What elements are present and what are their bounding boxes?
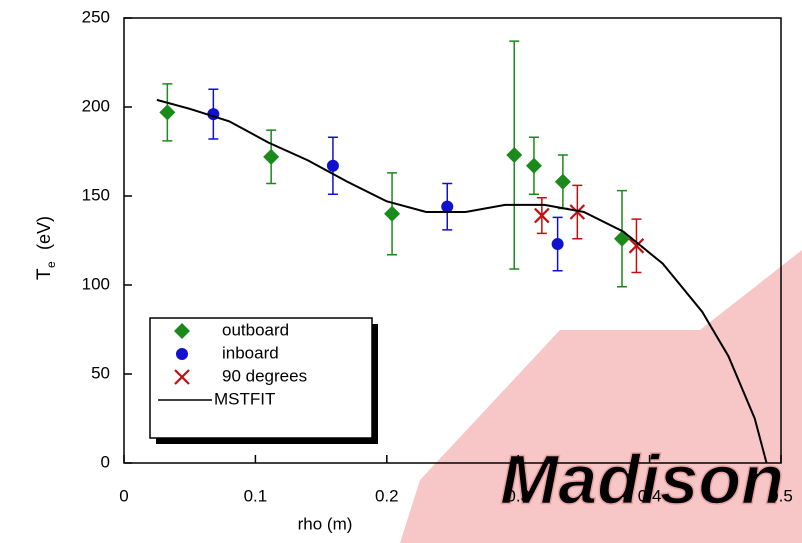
diamond-marker — [506, 147, 523, 164]
y-label-main: T — [34, 268, 55, 280]
x-tick-label: 0.5 — [769, 486, 793, 505]
x-tick-label: 0.1 — [244, 486, 268, 505]
x-marker — [569, 204, 586, 220]
legend-label: inboard — [222, 343, 279, 362]
circle-marker — [326, 159, 339, 172]
legend-box — [149, 317, 373, 439]
x-tick-label: 0 — [119, 486, 128, 505]
diamond-marker — [614, 230, 631, 247]
diamond-marker — [384, 205, 401, 222]
x-tick-label: 0.3 — [506, 486, 530, 505]
y-tick-label: 150 — [82, 185, 110, 204]
plot-frame — [123, 17, 782, 464]
logo-shape — [400, 250, 802, 543]
legend-label: outboard — [222, 320, 289, 339]
y-tick-label: 50 — [91, 363, 110, 382]
circle-marker — [551, 238, 564, 251]
legend-label: 90 degrees — [222, 366, 307, 385]
diamond-marker — [174, 323, 190, 339]
watermark-text: Madison — [500, 440, 784, 518]
x-marker — [174, 369, 190, 385]
x-axis-label: rho (m) — [298, 514, 353, 533]
fit-line — [156, 98, 768, 464]
circle-marker — [176, 348, 188, 360]
x-tick-label: 0.4 — [638, 486, 662, 505]
y-axis-label: T e (eV) — [34, 216, 58, 280]
diamond-marker — [525, 157, 542, 174]
diamond-marker — [554, 173, 571, 190]
y-label-unit: (eV) — [34, 216, 54, 250]
watermark: Madison — [400, 250, 802, 543]
y-label-sub: e — [44, 261, 58, 268]
y-tick-label: 200 — [82, 96, 110, 115]
circle-marker — [441, 200, 454, 213]
x-marker — [534, 207, 550, 224]
diamond-marker — [159, 104, 176, 121]
y-tick-label: 250 — [82, 7, 110, 26]
x-tick-label: 0.2 — [375, 486, 399, 505]
legend-label: MSTFIT — [214, 389, 275, 408]
legend: outboard inboard 90 degrees MSTFIT — [149, 317, 378, 444]
y-tick-label: 0 — [101, 452, 110, 471]
x-marker — [628, 238, 645, 254]
y-tick-label: 100 — [82, 274, 110, 293]
diamond-marker — [263, 148, 280, 165]
